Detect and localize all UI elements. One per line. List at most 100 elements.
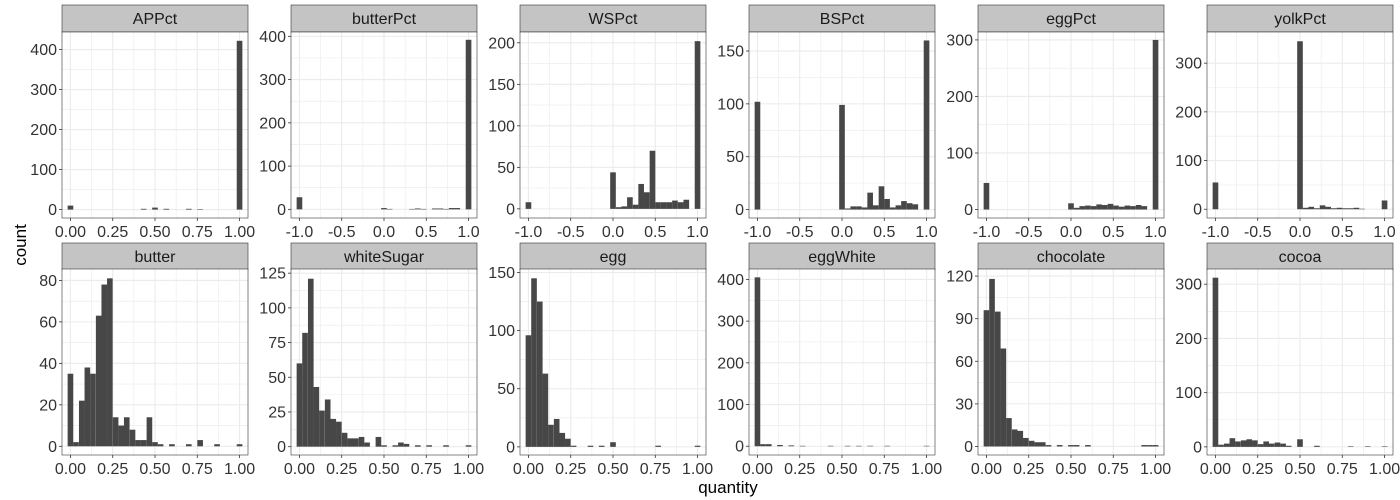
histogram-bar [760, 444, 766, 447]
histogram-bar [431, 208, 438, 210]
y-axis-eggwhite: 0 100 200 300 400 [717, 272, 749, 456]
y-tick-label: 200 [1175, 331, 1202, 348]
histogram-bar [638, 183, 644, 209]
histogram-bar [1135, 204, 1142, 210]
histogram-bar [1079, 206, 1086, 210]
histogram-bar [465, 39, 472, 210]
y-tick-label: 300 [259, 72, 286, 89]
x-tick-label: 1.0 [915, 224, 937, 241]
x-tick-label: -0.5 [328, 224, 356, 241]
histogram-bar [296, 363, 303, 447]
y-tick-label: 100 [30, 162, 57, 179]
x-tick-label: 0.00 [742, 461, 773, 478]
histogram-bar [415, 445, 421, 447]
histogram-bar [923, 445, 930, 447]
bars-whitesugar [296, 278, 472, 447]
histogram-bar [67, 373, 74, 447]
histogram-bar [867, 445, 874, 447]
x-axis-appct: 0.00 0.25 0.50 0.75 1.00 [55, 218, 255, 241]
y-tick-label: 100 [717, 96, 744, 113]
histogram-bar [101, 284, 108, 447]
histogram-bar [844, 445, 851, 447]
y-tick-label: 300 [30, 82, 57, 99]
strip-bspct [748, 4, 936, 33]
x-tick-label: 0.50 [1055, 461, 1086, 478]
histogram-bar [1090, 206, 1097, 210]
histogram-bar [856, 206, 862, 210]
y-tick-label: 25 [268, 404, 286, 421]
histogram-bar [598, 445, 605, 447]
y-tick-label: 100 [717, 397, 744, 414]
histogram-bar [118, 425, 124, 447]
strip-label-butter: butter [135, 249, 177, 266]
histogram-bar [1073, 445, 1080, 447]
panel-wspct: WSPct 0 50 100 150 200 -1.0 -0.5 0.0 0.5 1.0 [488, 4, 709, 241]
histogram-bar [347, 438, 353, 447]
histogram-bar [1297, 439, 1303, 447]
y-tick-label: 150 [488, 265, 515, 282]
bars-bspct [754, 40, 930, 210]
histogram-bar [643, 192, 650, 209]
histogram-bar [1212, 182, 1219, 210]
panel-butter: butter 0 20 40 60 80 0.00 0.25 0.50 0.75 1.00 [39, 242, 255, 478]
histogram-bar [536, 301, 543, 447]
panel-whitesugar: whiteSugar 0 25 50 75 100 125 0.00 0.25 0.50 0.75 1… [259, 242, 484, 478]
histogram-bar [135, 440, 141, 447]
strip-label-chocolate: chocolate [1037, 249, 1106, 266]
x-tick-label: 0.00 [284, 461, 315, 478]
histogram-bar [994, 311, 1001, 447]
y-axis-cocoa: 0 100 200 300 [1175, 277, 1207, 456]
gridlines-butterpct [291, 32, 477, 218]
y-tick-label: 100 [259, 159, 286, 176]
x-axis-egg: 0.00 0.25 0.50 0.75 1.00 [513, 455, 713, 478]
histogram-bar [236, 40, 243, 210]
histogram-bar [1124, 205, 1131, 210]
histogram-bar [426, 445, 432, 447]
histogram-bar [358, 436, 365, 447]
histogram-bar [867, 192, 873, 210]
histogram-bar [1017, 430, 1024, 447]
y-tick-label: 125 [259, 266, 286, 283]
strip-label-cocoa: cocoa [1279, 249, 1322, 266]
histogram-bar [1381, 200, 1388, 210]
strip-whitesugar [290, 242, 478, 271]
x-tick-label: 0.0 [1289, 224, 1311, 241]
x-tick-label: 0.5 [873, 224, 895, 241]
histogram-bar [398, 442, 404, 447]
histogram-bar [627, 197, 633, 209]
histogram-bar [884, 198, 890, 210]
histogram-bar [655, 202, 661, 209]
histogram-bar [1152, 445, 1159, 447]
y-tick-label: 400 [717, 272, 744, 289]
histogram-bar [1147, 445, 1153, 447]
histogram-bar [615, 207, 622, 209]
histogram-bar [1246, 439, 1253, 447]
strip-label-wspct: WSPct [589, 11, 638, 28]
histogram-bar [169, 444, 175, 447]
panel-bspct: BSPct 0 50 100 150 -1.0 -0.5 0.0 0.5 1.0 [717, 4, 938, 241]
x-tick-label: 0.75 [182, 461, 213, 478]
histogram-bar [666, 202, 673, 209]
x-tick-label: 0.00 [971, 461, 1002, 478]
y-axis-title: count [11, 224, 30, 266]
histogram-bar [84, 367, 91, 447]
gridlines-eggwhite [749, 269, 935, 455]
strip-label-eggpct: eggPct [1046, 11, 1096, 28]
y-tick-label: 300 [717, 314, 744, 331]
x-tick-label: 0.5 [644, 224, 666, 241]
histogram-bar [1274, 442, 1281, 447]
y-axis-wspct: 0 50 100 150 200 [488, 35, 520, 218]
y-tick-label: 200 [717, 355, 744, 372]
bars-appct [67, 40, 243, 210]
x-tick-label: 1.00 [1140, 461, 1171, 478]
y-tick-label: 0 [964, 439, 973, 456]
histogram-bar [381, 445, 387, 447]
histogram-bar [912, 204, 919, 210]
x-axis-cocoa: 0.00 0.25 0.50 0.75 1.00 [1200, 455, 1400, 478]
panel-appct: APPct 0 100 200 300 400 0.00 0.25 0.50 0.75 1.00 [30, 4, 255, 241]
histogram-bar [186, 208, 192, 210]
y-tick-label: 300 [1175, 277, 1202, 294]
bars-eggwhite [754, 277, 930, 447]
y-tick-label: 50 [268, 370, 286, 387]
y-tick-label: 30 [955, 396, 973, 413]
